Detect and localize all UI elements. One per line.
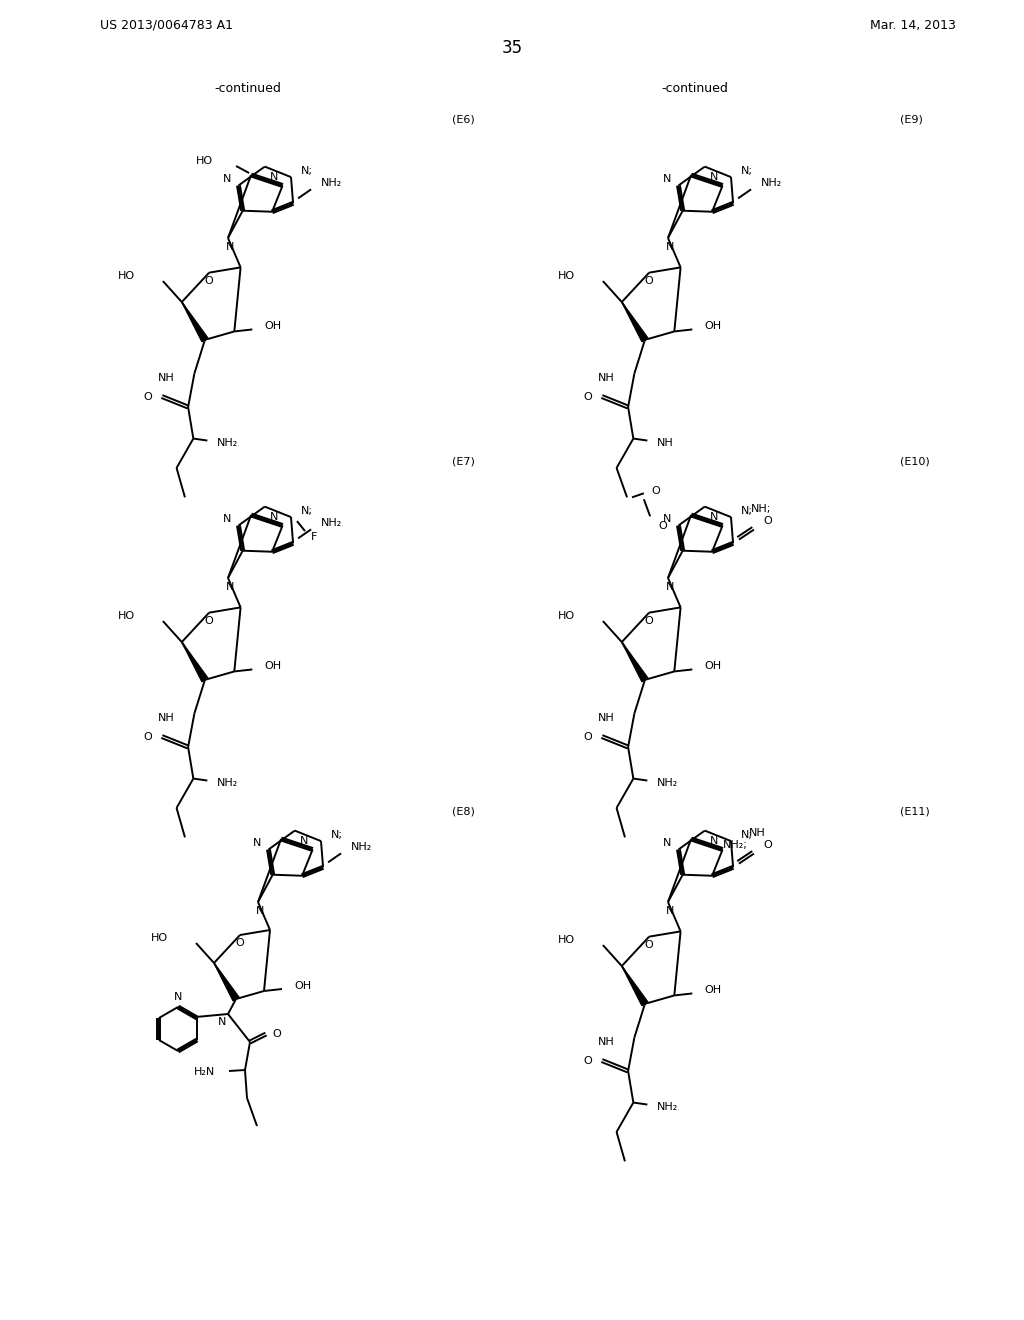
Text: O: O bbox=[272, 1030, 281, 1039]
Text: NH₂: NH₂ bbox=[322, 178, 342, 189]
Text: HO: HO bbox=[151, 933, 168, 942]
Text: N;: N; bbox=[741, 506, 753, 516]
Text: N: N bbox=[664, 838, 672, 849]
Polygon shape bbox=[622, 642, 648, 681]
Text: O: O bbox=[205, 615, 213, 626]
Text: US 2013/0064783 A1: US 2013/0064783 A1 bbox=[100, 18, 233, 32]
Text: NH: NH bbox=[158, 713, 174, 723]
Text: N: N bbox=[269, 172, 278, 181]
Text: N: N bbox=[710, 836, 718, 846]
Text: N: N bbox=[710, 172, 718, 181]
Text: N: N bbox=[269, 511, 278, 521]
Polygon shape bbox=[214, 964, 239, 1001]
Text: N;: N; bbox=[301, 506, 313, 516]
Text: N: N bbox=[223, 515, 231, 524]
Text: OH: OH bbox=[705, 322, 722, 331]
Polygon shape bbox=[622, 302, 648, 342]
Text: O: O bbox=[658, 521, 667, 532]
Text: O: O bbox=[205, 276, 213, 285]
Text: O: O bbox=[583, 392, 592, 401]
Text: OH: OH bbox=[705, 661, 722, 672]
Text: -continued: -continued bbox=[215, 82, 282, 95]
Text: O: O bbox=[143, 731, 152, 742]
Text: O: O bbox=[583, 1056, 592, 1065]
Text: O: O bbox=[143, 392, 152, 401]
Text: NH: NH bbox=[158, 374, 174, 383]
Text: N: N bbox=[256, 906, 264, 916]
Text: N: N bbox=[226, 242, 234, 252]
Text: H₂N: H₂N bbox=[194, 1067, 215, 1077]
Polygon shape bbox=[182, 302, 208, 342]
Text: N;: N; bbox=[331, 830, 343, 840]
Text: N;: N; bbox=[741, 166, 753, 176]
Text: NH₂: NH₂ bbox=[217, 777, 239, 788]
Text: NH: NH bbox=[749, 828, 766, 838]
Text: N: N bbox=[226, 582, 234, 591]
Text: N: N bbox=[666, 582, 674, 591]
Text: O: O bbox=[652, 486, 660, 496]
Text: O: O bbox=[645, 276, 653, 285]
Text: O: O bbox=[763, 841, 772, 850]
Text: 35: 35 bbox=[502, 40, 522, 57]
Text: HO: HO bbox=[558, 271, 574, 281]
Text: NH₂: NH₂ bbox=[657, 1102, 679, 1111]
Polygon shape bbox=[182, 642, 208, 681]
Text: O: O bbox=[645, 615, 653, 626]
Text: HO: HO bbox=[118, 271, 135, 281]
Text: O: O bbox=[763, 516, 772, 527]
Text: (E8): (E8) bbox=[452, 807, 475, 817]
Text: O: O bbox=[236, 939, 245, 948]
Text: NH₂;: NH₂; bbox=[723, 840, 748, 850]
Text: HO: HO bbox=[196, 156, 213, 166]
Text: N: N bbox=[666, 906, 674, 916]
Text: OH: OH bbox=[264, 322, 282, 331]
Text: N;: N; bbox=[301, 166, 313, 176]
Text: OH: OH bbox=[294, 981, 311, 991]
Text: N: N bbox=[299, 836, 308, 846]
Text: OH: OH bbox=[264, 661, 282, 672]
Text: N: N bbox=[223, 174, 231, 185]
Text: N: N bbox=[218, 1016, 226, 1027]
Text: O: O bbox=[583, 731, 592, 742]
Text: HO: HO bbox=[558, 611, 574, 620]
Text: NH: NH bbox=[598, 1038, 614, 1048]
Polygon shape bbox=[622, 966, 648, 1006]
Text: (E9): (E9) bbox=[900, 115, 923, 125]
Text: N: N bbox=[253, 838, 262, 849]
Text: N;: N; bbox=[741, 830, 753, 840]
Text: NH: NH bbox=[657, 437, 674, 447]
Text: NH₂: NH₂ bbox=[351, 842, 373, 853]
Text: HO: HO bbox=[118, 611, 135, 620]
Text: (E10): (E10) bbox=[900, 457, 930, 467]
Text: NH₂: NH₂ bbox=[322, 519, 342, 528]
Text: NH₂: NH₂ bbox=[217, 437, 239, 447]
Text: N: N bbox=[664, 515, 672, 524]
Text: NH: NH bbox=[598, 713, 614, 723]
Text: N: N bbox=[664, 174, 672, 185]
Text: (E6): (E6) bbox=[452, 115, 475, 125]
Text: F: F bbox=[311, 532, 317, 543]
Text: NH₂: NH₂ bbox=[657, 777, 679, 788]
Text: NH: NH bbox=[598, 374, 614, 383]
Text: O: O bbox=[645, 940, 653, 949]
Text: N: N bbox=[666, 242, 674, 252]
Text: -continued: -continued bbox=[662, 82, 728, 95]
Text: HO: HO bbox=[558, 935, 574, 945]
Text: NH₂: NH₂ bbox=[761, 178, 782, 189]
Text: NH;: NH; bbox=[751, 504, 771, 513]
Text: Mar. 14, 2013: Mar. 14, 2013 bbox=[870, 18, 955, 32]
Text: (E7): (E7) bbox=[452, 457, 475, 467]
Text: OH: OH bbox=[705, 986, 722, 995]
Text: (E11): (E11) bbox=[900, 807, 930, 817]
Text: N: N bbox=[710, 511, 718, 521]
Text: N: N bbox=[174, 993, 182, 1002]
